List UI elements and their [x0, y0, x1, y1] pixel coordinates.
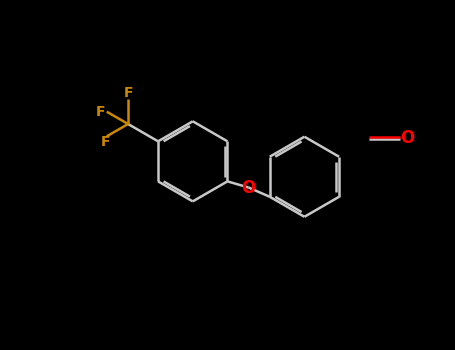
- Text: F: F: [123, 86, 133, 100]
- Text: O: O: [242, 179, 256, 197]
- Text: F: F: [101, 135, 110, 149]
- Text: F: F: [96, 105, 105, 119]
- Text: O: O: [399, 129, 414, 147]
